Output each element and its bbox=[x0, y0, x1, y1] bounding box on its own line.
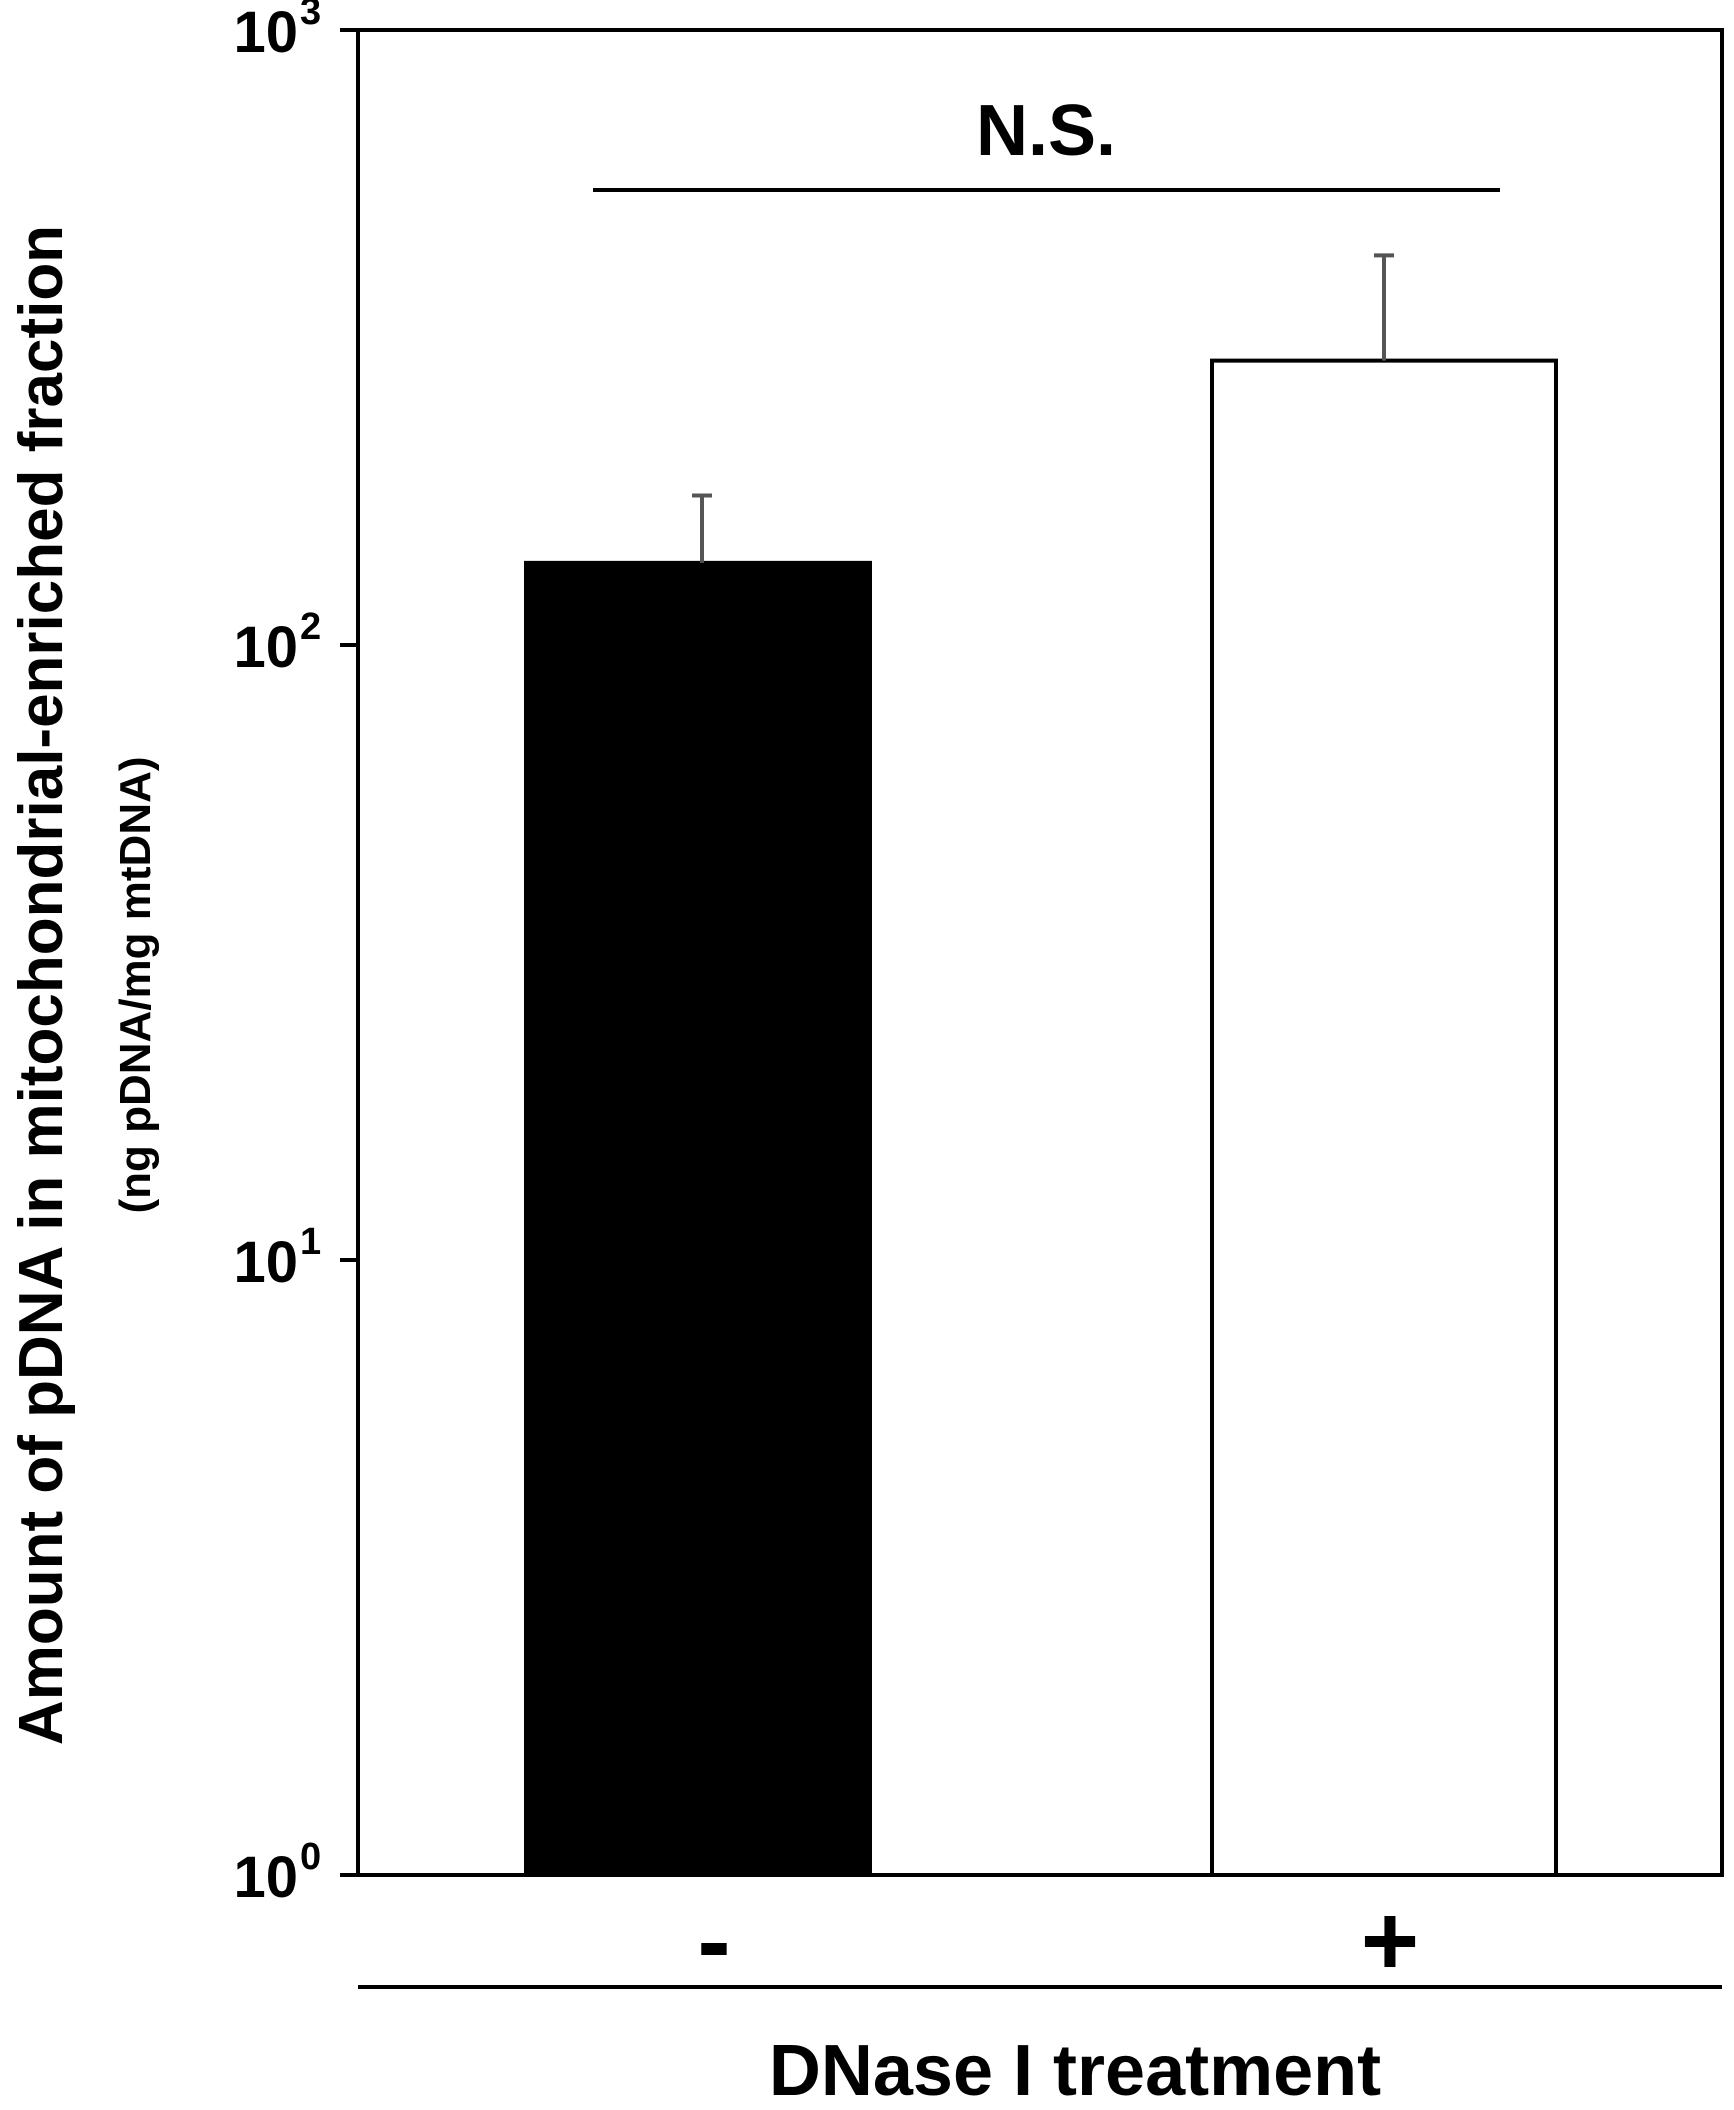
y-tick-label: 10 bbox=[233, 1845, 298, 1910]
y-axis-unit: (ng pDNA/mg mtDNA) bbox=[111, 756, 160, 1213]
bar-plus bbox=[1210, 358, 1558, 1877]
y-tick-exponent: 2 bbox=[300, 606, 321, 648]
y-tick-exponent: 1 bbox=[300, 1221, 321, 1263]
y-tick-label: 10 bbox=[233, 1230, 298, 1295]
y-tick-label: 10 bbox=[233, 615, 298, 680]
y-tick-label: 10 bbox=[233, 0, 298, 65]
y-axis-title: Amount of pDNA in mitochondrial-enriched… bbox=[7, 225, 76, 1745]
plot-frame bbox=[356, 28, 1724, 1877]
x-tick-label-minus: - bbox=[697, 1885, 730, 1997]
x-axis-title: DNase I treatment bbox=[769, 2031, 1381, 2110]
y-tick-exponent: 0 bbox=[300, 1836, 321, 1878]
significance-label: N.S. bbox=[976, 91, 1116, 171]
bar-minus bbox=[524, 560, 872, 1878]
x-tick-label-plus: + bbox=[1361, 1885, 1419, 1997]
y-tick-exponent: 3 bbox=[300, 0, 321, 33]
bars bbox=[524, 358, 1558, 1878]
error-bars bbox=[692, 253, 1394, 563]
